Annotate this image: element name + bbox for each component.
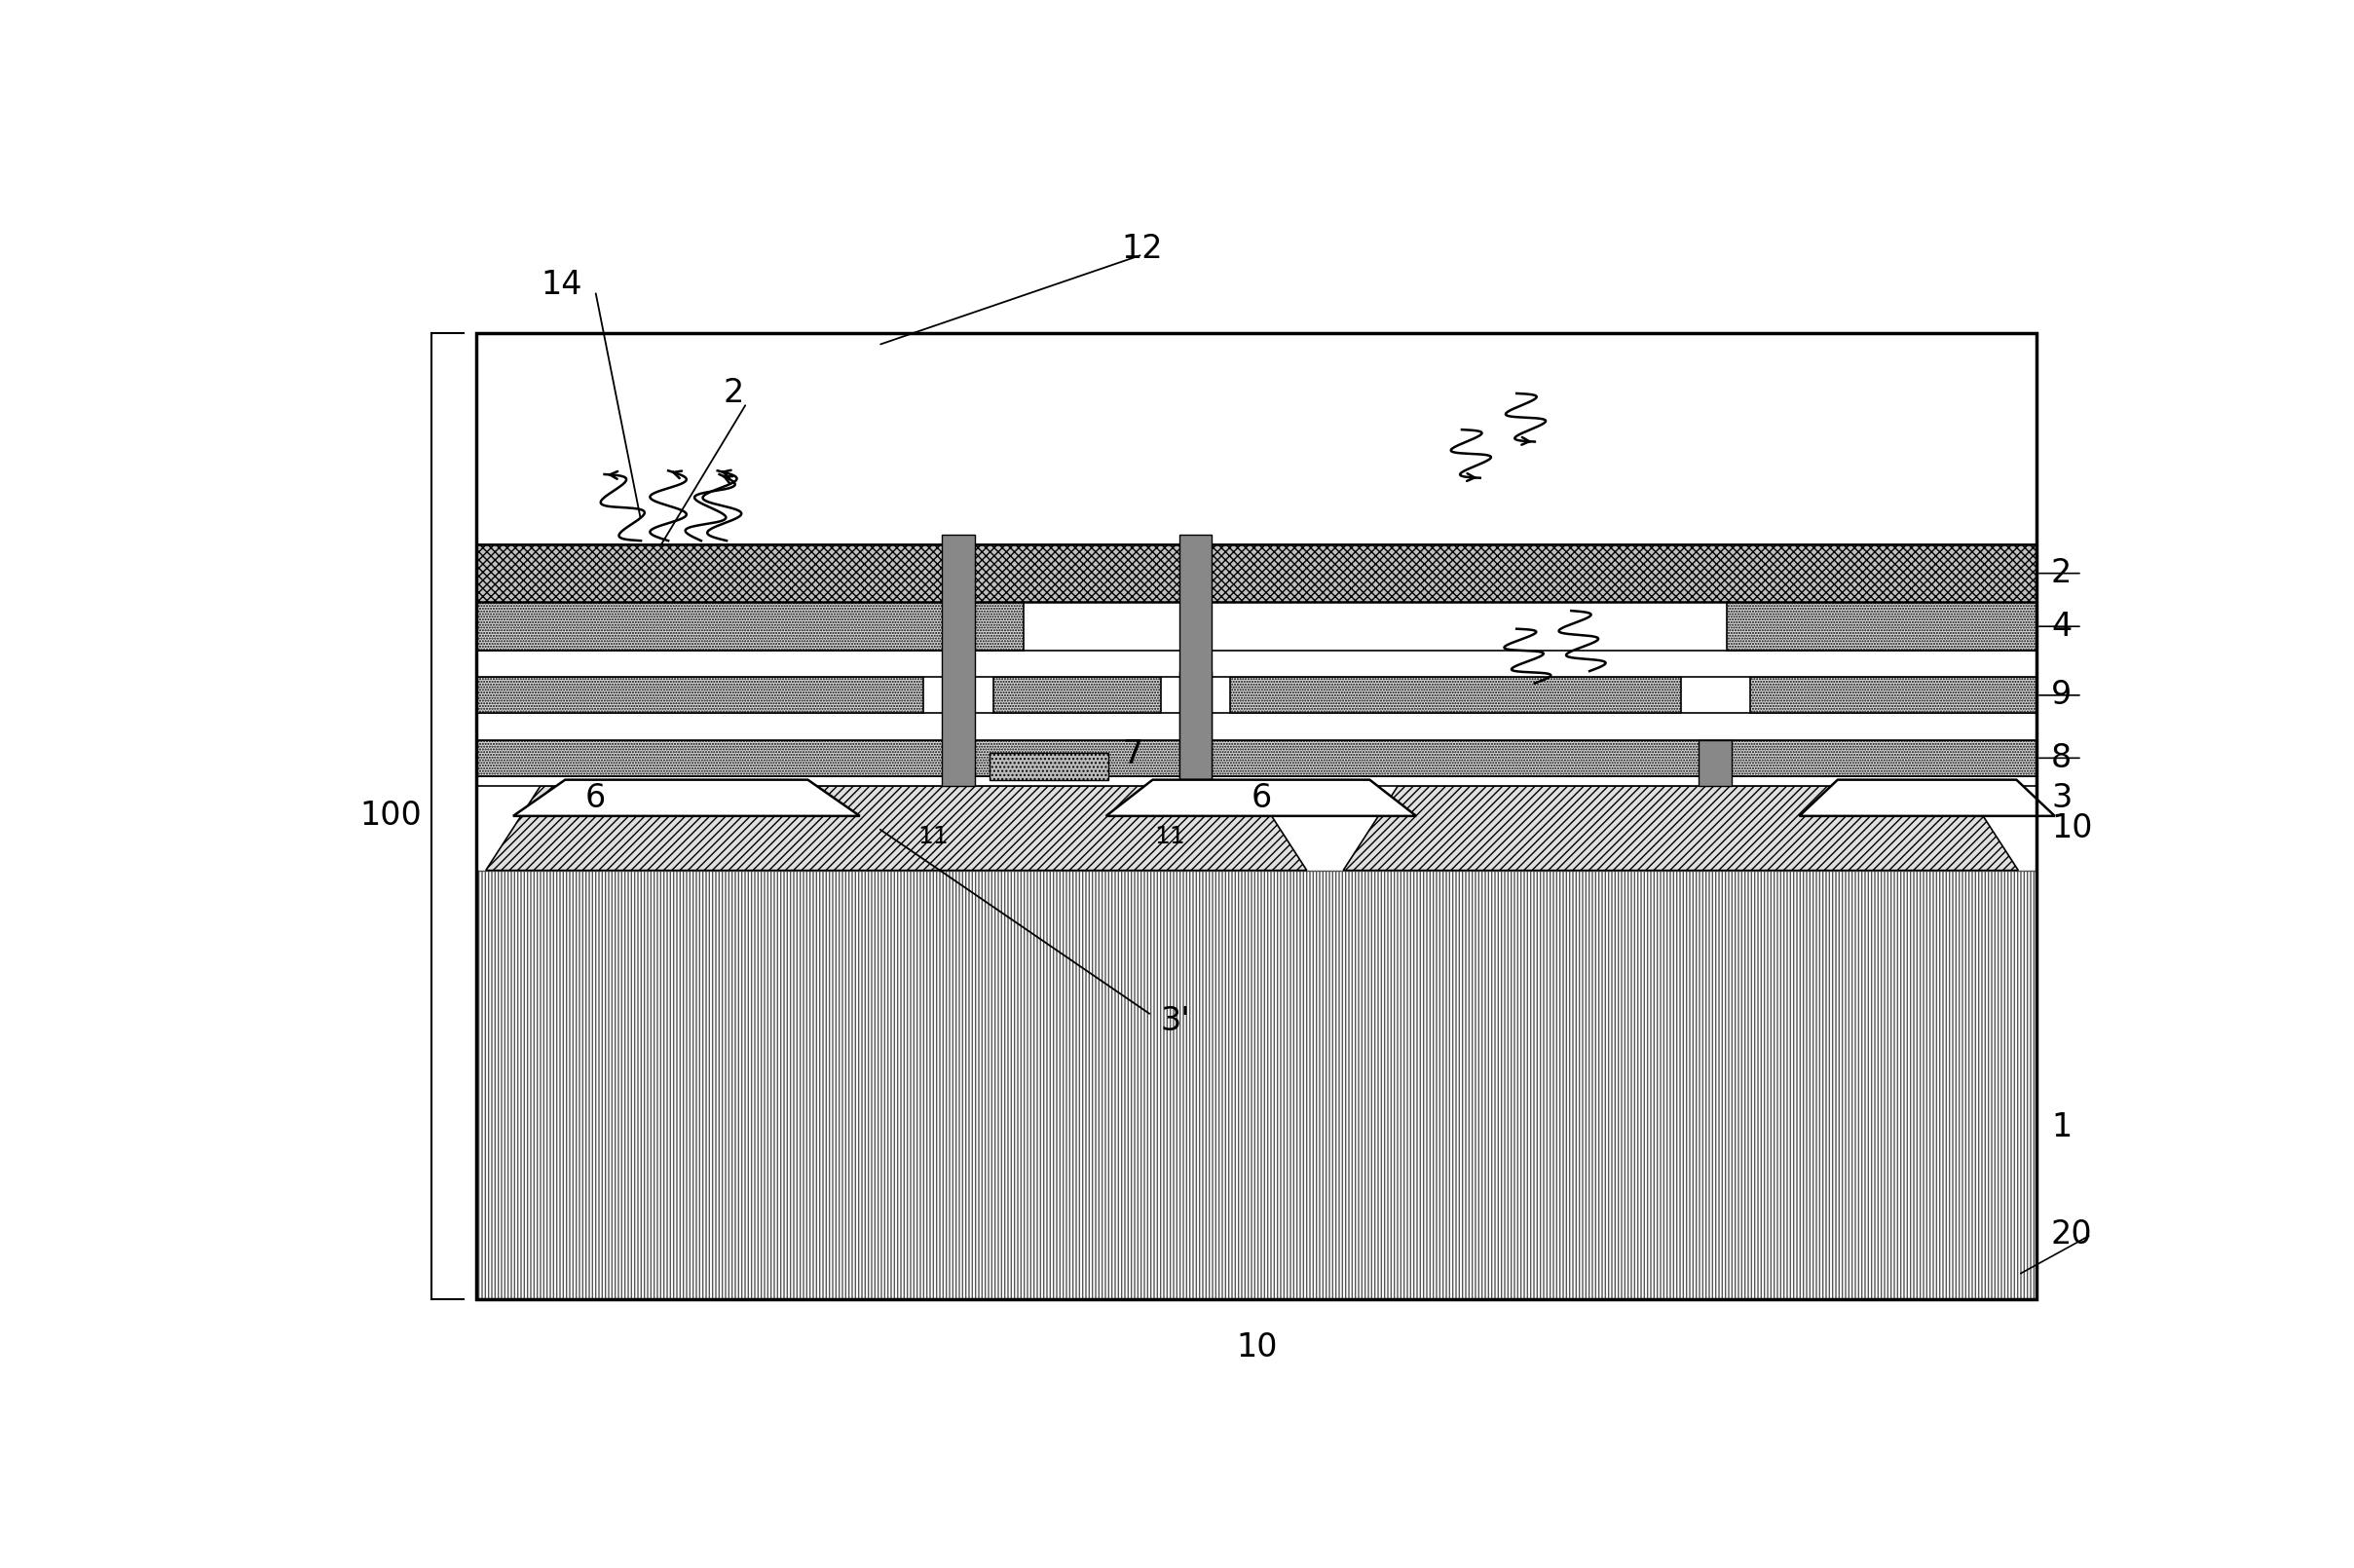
- Bar: [989, 753, 1109, 779]
- Bar: [476, 677, 923, 713]
- Text: 100: 100: [360, 800, 421, 833]
- Bar: [1231, 677, 1681, 713]
- Bar: [993, 677, 1161, 713]
- Bar: [476, 713, 2036, 740]
- Text: 6: 6: [584, 782, 605, 814]
- Text: 11: 11: [1153, 825, 1186, 848]
- Bar: [476, 870, 2036, 1298]
- Text: 10: 10: [1236, 1331, 1278, 1363]
- Polygon shape: [1798, 779, 2055, 815]
- Text: 11: 11: [918, 825, 949, 848]
- Bar: [1725, 602, 2036, 651]
- Text: 20: 20: [2050, 1218, 2093, 1251]
- Text: 10: 10: [2050, 812, 2093, 844]
- Bar: [1749, 677, 2036, 713]
- Bar: [476, 544, 2036, 602]
- Bar: [476, 740, 2036, 776]
- Polygon shape: [485, 786, 1306, 870]
- Text: 6: 6: [1250, 782, 1271, 814]
- Text: 2: 2: [723, 378, 744, 409]
- Bar: [476, 332, 2036, 1298]
- Text: 4: 4: [2050, 610, 2072, 643]
- Bar: [476, 776, 2036, 786]
- Text: 2: 2: [2050, 557, 2072, 590]
- Bar: [1179, 671, 1212, 786]
- Bar: [476, 602, 1024, 651]
- Text: 14: 14: [541, 268, 581, 301]
- Text: 9: 9: [2050, 679, 2072, 712]
- Bar: [1700, 740, 1733, 786]
- Polygon shape: [1106, 779, 1417, 815]
- Text: 12: 12: [1123, 232, 1163, 265]
- Bar: [942, 535, 975, 786]
- Bar: [476, 651, 2036, 677]
- Polygon shape: [1344, 786, 2017, 870]
- Text: 3: 3: [2050, 782, 2072, 814]
- Bar: [1179, 535, 1212, 786]
- Bar: [476, 332, 2036, 544]
- Polygon shape: [513, 779, 859, 815]
- Text: 8: 8: [2050, 742, 2072, 775]
- Text: 7: 7: [1123, 739, 1144, 770]
- Text: 1: 1: [2050, 1112, 2072, 1143]
- Text: 3': 3': [1161, 1005, 1191, 1038]
